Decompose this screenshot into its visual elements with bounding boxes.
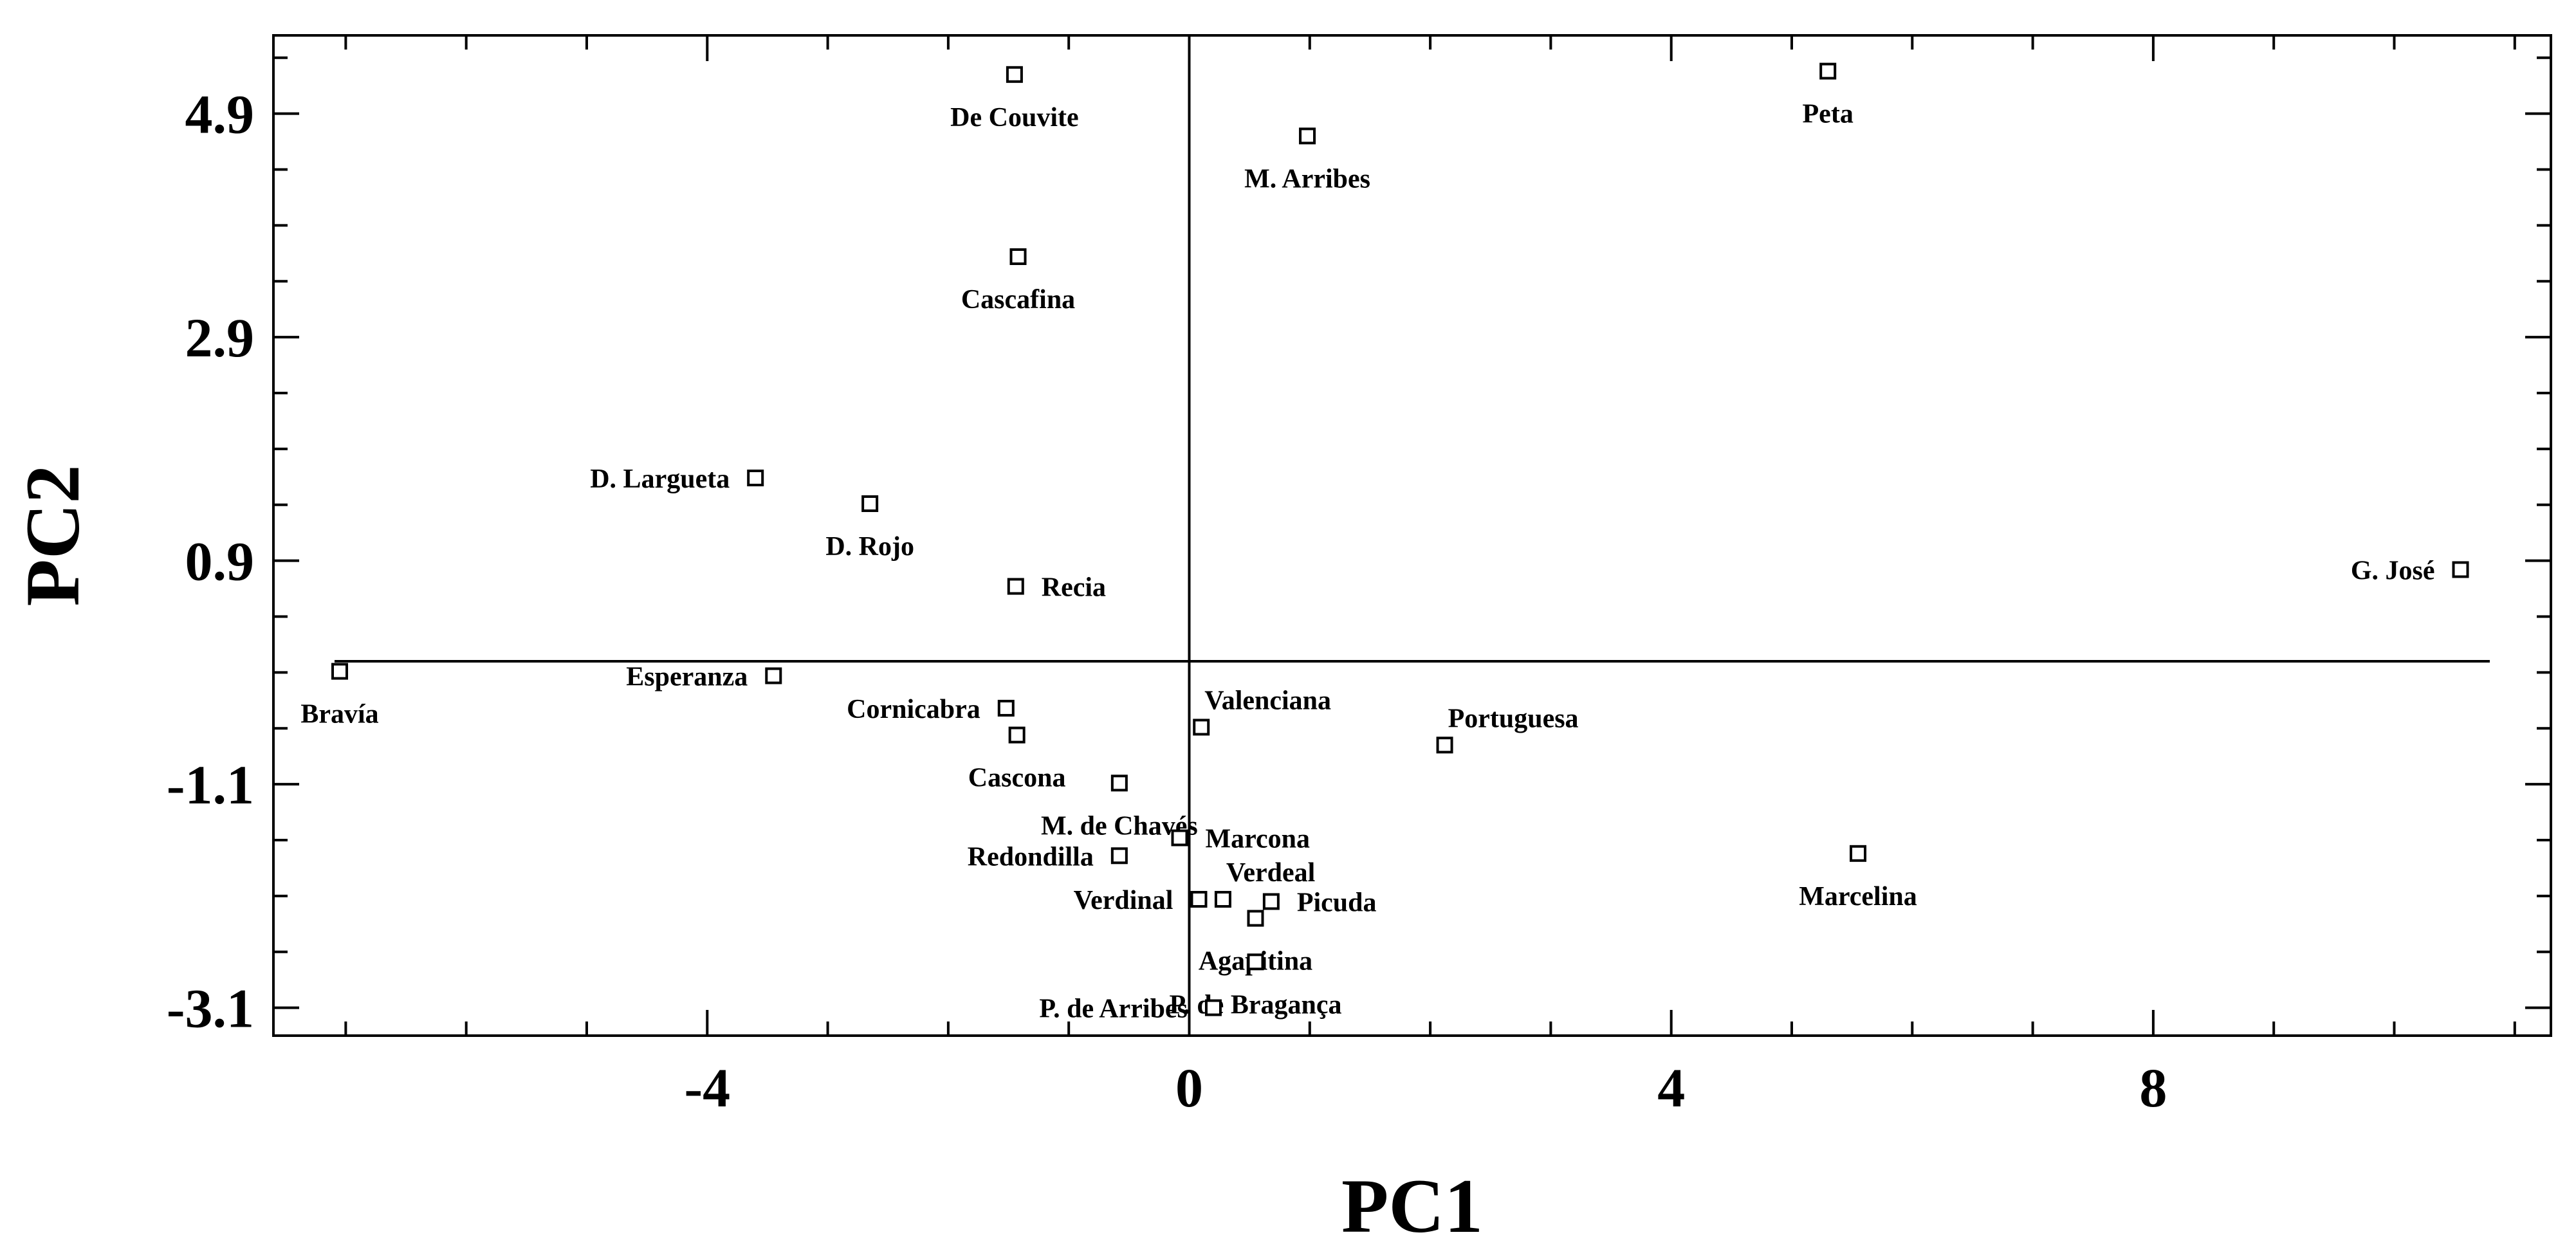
data-point-label: D. Rojo xyxy=(825,532,914,562)
data-point-label: Marcelina xyxy=(1799,882,1917,911)
data-point-label: Cornicabra xyxy=(847,695,980,724)
x-tick-label: 0 xyxy=(1175,1057,1203,1119)
data-point-marker xyxy=(331,663,349,680)
data-point-marker xyxy=(1009,248,1027,266)
y-axis-ticks: 4.9 2.9 0.9 -1.1 -3.1 xyxy=(167,56,2551,1040)
data-point-marker xyxy=(1299,127,1316,145)
data-point-label: Verdeal xyxy=(1226,858,1315,888)
y-axis-title: PC2 xyxy=(10,465,95,607)
data-point-marker xyxy=(1262,893,1280,910)
y-tick-label: -3.1 xyxy=(167,978,254,1040)
data-point-label: P. de Arribes xyxy=(1039,994,1188,1024)
x-axis-title: PC1 xyxy=(1341,1163,1483,1249)
x-axis-ticks: -4 0 4 8 xyxy=(344,35,2516,1119)
data-point-marker xyxy=(1436,737,1453,754)
data-point-label: D. Largueta xyxy=(590,464,730,494)
data-point-marker xyxy=(1193,719,1210,736)
data-point-marker xyxy=(1008,726,1026,744)
y-tick-label: 0.9 xyxy=(185,531,255,592)
x-tick-label: -4 xyxy=(684,1057,730,1119)
data-point-marker xyxy=(1214,891,1231,908)
y-tick-label: -1.1 xyxy=(167,754,254,816)
data-point-label: Bravía xyxy=(300,700,378,729)
data-point-marker xyxy=(1850,845,1867,862)
data-point-marker xyxy=(997,699,1015,717)
data-point-marker xyxy=(765,667,782,684)
data-point-label: Cascona xyxy=(968,764,1066,793)
data-points: De Couvite Peta M. Arribes Cascafina D. Larg… xyxy=(300,62,2469,1024)
data-point-label: Esperanza xyxy=(626,663,748,692)
data-point-label: Peta xyxy=(1803,100,1854,129)
x-tick-label: 8 xyxy=(2139,1057,2167,1119)
data-point-marker xyxy=(1247,953,1264,971)
y-tick-label: 2.9 xyxy=(185,307,255,369)
data-point-marker xyxy=(1006,66,1023,83)
data-point-label: P. de Bragança xyxy=(1170,990,1342,1020)
data-point-label: Verdinal xyxy=(1074,886,1173,915)
data-point-marker xyxy=(1819,62,1837,80)
data-point-marker xyxy=(1204,999,1222,1016)
data-point-marker xyxy=(1110,847,1128,865)
y-tick-label: 4.9 xyxy=(185,84,255,145)
data-point-marker xyxy=(861,495,879,512)
data-point-marker xyxy=(1007,578,1024,595)
data-point-marker xyxy=(1171,829,1188,847)
data-point-label: Marcona xyxy=(1206,824,1311,854)
plot-frame xyxy=(272,34,2552,1037)
data-point-label: M. Arribes xyxy=(1244,164,1370,194)
data-point-label: De Couvite xyxy=(950,103,1078,133)
reference-lines xyxy=(335,61,2490,1010)
data-point-label: Recia xyxy=(1042,573,1106,603)
data-point-label: Redondilla xyxy=(968,842,1094,872)
data-point-label: Valenciana xyxy=(1204,686,1331,715)
data-point-marker xyxy=(1190,891,1208,908)
data-point-marker xyxy=(747,470,764,487)
data-point-label: Picuda xyxy=(1297,888,1377,918)
data-point-label: Cascafina xyxy=(961,285,1075,315)
data-point-marker xyxy=(1110,774,1128,792)
data-point-marker xyxy=(2452,561,2469,578)
data-point-marker xyxy=(1247,910,1264,927)
data-point-label: Portuguesa xyxy=(1448,704,1579,733)
x-tick-label: 4 xyxy=(1657,1057,1685,1119)
data-point-label: G. José xyxy=(2351,556,2435,585)
